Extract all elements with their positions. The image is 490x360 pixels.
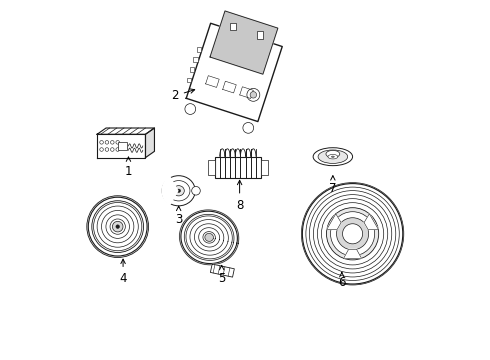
Polygon shape [97,134,146,158]
Ellipse shape [331,156,334,157]
Circle shape [337,218,368,250]
Circle shape [302,184,403,284]
Ellipse shape [326,150,340,158]
Bar [257,31,263,39]
Ellipse shape [168,181,190,201]
Ellipse shape [177,189,180,192]
Polygon shape [186,23,282,122]
Circle shape [116,140,120,144]
Circle shape [92,201,144,252]
Bar [215,157,261,178]
Text: 8: 8 [236,180,244,212]
Circle shape [111,148,114,151]
Polygon shape [179,210,239,265]
Circle shape [192,186,200,195]
Text: 6: 6 [338,273,345,289]
Circle shape [326,208,379,260]
Polygon shape [240,87,253,99]
Circle shape [112,221,123,232]
Ellipse shape [313,148,353,166]
Text: 2: 2 [172,89,195,102]
Text: 1: 1 [124,157,132,177]
Polygon shape [343,249,362,258]
Text: 4: 4 [120,259,127,285]
Bar [118,141,126,150]
Circle shape [94,203,142,251]
Ellipse shape [318,150,347,163]
Polygon shape [364,214,378,229]
Polygon shape [222,81,236,93]
Polygon shape [210,11,278,74]
Polygon shape [186,216,232,259]
Ellipse shape [173,186,184,196]
Polygon shape [184,214,234,260]
Circle shape [87,196,148,257]
Text: 7: 7 [329,176,337,195]
Ellipse shape [328,154,338,159]
Bar [229,23,236,31]
Text: 5: 5 [218,265,225,285]
Polygon shape [181,211,237,264]
Circle shape [100,140,103,144]
Circle shape [247,89,260,101]
Circle shape [343,224,363,244]
Circle shape [330,212,375,256]
Circle shape [250,91,257,98]
Ellipse shape [162,176,195,206]
Polygon shape [206,76,219,87]
Bar [190,67,194,72]
Wedge shape [161,176,179,206]
Polygon shape [205,233,213,241]
Circle shape [185,104,196,114]
Circle shape [116,225,120,228]
Circle shape [105,148,109,151]
Circle shape [100,148,103,151]
Circle shape [88,197,147,256]
Polygon shape [146,128,154,158]
Circle shape [105,140,109,144]
Circle shape [243,122,254,133]
Polygon shape [97,128,154,134]
Bar [208,160,215,175]
Bar [196,47,201,51]
Circle shape [301,183,404,285]
Text: 3: 3 [175,206,182,226]
Circle shape [111,140,114,144]
Circle shape [116,148,120,151]
Bar [261,160,268,175]
Bar [193,57,197,62]
Polygon shape [327,214,341,229]
Bar [187,78,191,82]
Polygon shape [210,264,234,277]
